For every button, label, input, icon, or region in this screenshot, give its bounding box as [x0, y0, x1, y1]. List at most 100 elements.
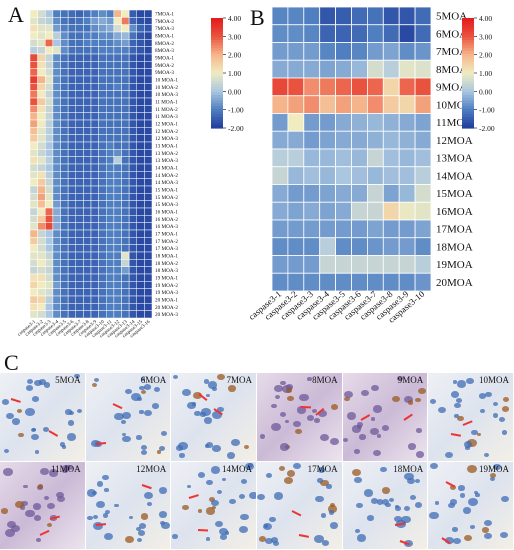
heat-a-cell	[75, 134, 84, 143]
heat-a-cell	[136, 134, 145, 143]
heat-b-cell	[398, 201, 416, 221]
heat-a-cell	[136, 200, 145, 209]
heat-a-cell	[113, 178, 122, 187]
colorbar-a-segment	[211, 81, 223, 85]
heat-a-cell	[52, 215, 61, 223]
heat-a-cell	[45, 163, 54, 172]
heat-a-row-label: 15 MOA-3	[155, 202, 178, 208]
heat-a-cell	[83, 46, 92, 55]
heat-b-cell	[366, 184, 384, 203]
nucleus-blob	[136, 537, 143, 543]
heat-a-cell	[83, 171, 92, 179]
nucleus-blob	[445, 451, 453, 458]
heat-b-cell	[319, 219, 337, 239]
heat-b-cell	[382, 184, 400, 203]
heat-a-cell	[106, 281, 115, 289]
heat-a-cell	[136, 171, 145, 179]
heat-a-cell	[121, 237, 130, 245]
heat-a-cell	[90, 281, 99, 289]
nucleus-blob	[65, 409, 72, 415]
heat-b-cell	[319, 272, 337, 292]
heat-b-cell	[414, 95, 432, 114]
nucleus-blob	[263, 524, 269, 528]
heat-a-cell	[52, 185, 61, 194]
heat-a-cell	[45, 156, 54, 165]
heat-a-cell	[75, 200, 84, 209]
colorbar-a-segment	[211, 103, 223, 107]
red-arrow-marker	[298, 534, 309, 539]
heat-a-cell	[136, 39, 145, 47]
heat-a-cell	[67, 105, 76, 113]
heat-a-row-label: 9MOA-1	[155, 55, 174, 61]
heat-a-cell	[128, 149, 137, 157]
heat-a-cell	[45, 281, 54, 289]
heat-a-cell	[90, 222, 99, 231]
heat-b-cell	[271, 184, 289, 203]
red-arrow-marker	[450, 432, 461, 437]
nucleus-blob	[272, 540, 279, 546]
nucleus-blob	[138, 522, 147, 529]
colorbar-b-segment	[462, 59, 474, 63]
heat-a-cell	[67, 97, 76, 106]
heat-a-cell	[90, 244, 99, 253]
colorbar-b-segment	[462, 125, 474, 129]
heat-a-cell	[83, 200, 92, 209]
colorbar-a-segment	[211, 64, 223, 69]
heat-b-cell	[382, 255, 400, 274]
heat-a-cell	[128, 31, 137, 40]
heat-b-cell	[335, 201, 352, 221]
heat-a-cell	[83, 17, 92, 25]
nucleus-blob	[370, 385, 379, 392]
heat-b-cell	[398, 148, 416, 168]
colorbar-b-segment	[462, 92, 474, 96]
heat-a-cell	[83, 24, 92, 33]
heat-a-cell	[121, 46, 130, 55]
heat-b-cell	[271, 130, 289, 150]
heat-a-cell	[98, 295, 107, 304]
heat-a-cell	[75, 303, 84, 311]
nucleus-blob	[317, 478, 324, 483]
heat-a-cell	[128, 222, 137, 231]
nucleus-blob	[342, 437, 349, 443]
heat-a-cell	[121, 9, 130, 18]
heat-a-cell	[45, 207, 54, 216]
nucleus-blob	[43, 495, 49, 500]
heat-b-cell	[414, 77, 432, 97]
nucleus-blob	[139, 410, 144, 414]
heat-a-cell	[37, 53, 46, 62]
heat-a-cell	[37, 61, 46, 69]
heat-a-cell	[37, 266, 46, 275]
heat-a-row-label: 11 MOA-3	[155, 114, 178, 120]
heat-a-cell	[98, 119, 107, 128]
nucleus-blob	[258, 535, 267, 542]
nucleus-blob	[215, 521, 223, 528]
nucleus-blob	[210, 466, 221, 475]
micrograph-label: 19MOA	[478, 463, 509, 474]
heat-a-cell	[136, 141, 145, 150]
heat-a-cell	[67, 244, 76, 253]
nucleus-blob	[144, 409, 152, 416]
heat-a-cell	[67, 193, 76, 201]
heat-a-cell	[45, 53, 54, 62]
heat-a-cell	[60, 97, 69, 106]
heat-a-cell	[60, 222, 69, 231]
heat-a-cell	[144, 46, 153, 55]
heat-a-cell	[67, 171, 76, 179]
heat-a-cell	[45, 178, 54, 187]
nucleus-blob	[186, 484, 192, 489]
heat-b-cell	[303, 42, 321, 61]
nucleus-blob	[61, 468, 68, 474]
colorbar-b-tick-label: -1.00	[479, 106, 495, 115]
nucleus-blob	[501, 430, 508, 435]
heat-a-cell	[106, 193, 115, 201]
heat-a-cell	[60, 127, 69, 135]
micrograph-tile: 10MOA	[428, 373, 513, 461]
heat-a-cell	[128, 53, 137, 62]
heat-a-cell	[75, 127, 84, 135]
heat-a-cell	[37, 68, 46, 77]
heat-a-cell	[121, 75, 130, 84]
heat-a-cell	[113, 90, 122, 99]
heat-a-cell	[144, 134, 153, 143]
nucleus-blob	[212, 445, 221, 452]
heat-a-cell	[144, 303, 153, 311]
